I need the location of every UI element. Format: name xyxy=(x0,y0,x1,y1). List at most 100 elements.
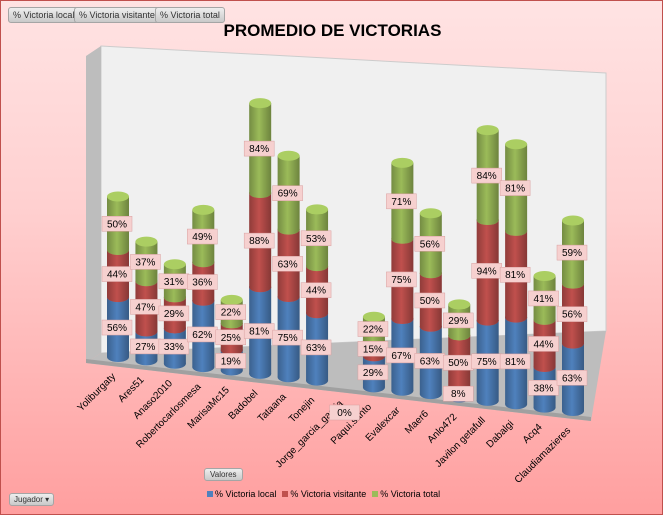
data-label: 81% xyxy=(505,184,525,195)
bar-segment-bottom xyxy=(107,245,129,255)
valores-button[interactable]: Valores xyxy=(204,468,243,481)
bar-segment-bottom xyxy=(249,368,272,379)
legend-item-total: % Victoria total xyxy=(372,489,440,499)
bar-segment-bottom xyxy=(163,358,186,369)
data-label: 75% xyxy=(278,333,298,344)
data-label: 56% xyxy=(107,323,127,334)
bar-segment-bottom xyxy=(562,406,584,416)
bar-segment-bottom xyxy=(192,362,215,373)
data-label-box xyxy=(528,290,559,307)
jugador-dropdown[interactable]: Jugador ▾ xyxy=(9,493,55,506)
bar-segment-bottom xyxy=(220,345,243,356)
bar-segment-bottom xyxy=(107,352,129,362)
data-label: 29% xyxy=(164,309,184,320)
legend-item-local: % Victoria local xyxy=(207,489,276,499)
data-label: 71% xyxy=(391,197,411,208)
data-label: 27% xyxy=(135,342,155,353)
bar-segment-bottom xyxy=(306,375,329,386)
bar-segment-bottom xyxy=(419,268,442,279)
bar-segment-top xyxy=(277,150,300,161)
x-tick-label: Claudiamazieres xyxy=(513,425,573,485)
data-label-box xyxy=(187,274,218,290)
data-label: 15% xyxy=(363,344,383,355)
data-label: 33% xyxy=(164,342,184,353)
bar-segment-top xyxy=(448,299,471,310)
bar-segment-top xyxy=(192,204,215,215)
data-label: 22% xyxy=(221,308,241,319)
data-label: 63% xyxy=(306,343,326,354)
bar-segment-top xyxy=(362,311,385,322)
bar-segment-bottom xyxy=(476,215,499,226)
bar-segment-bottom xyxy=(249,282,272,293)
bar-segment-bottom xyxy=(135,326,158,337)
bar-segment-top xyxy=(220,294,243,305)
data-label-box xyxy=(386,271,417,288)
data-label-box xyxy=(556,370,588,386)
bar-segment-bottom xyxy=(107,292,129,303)
data-label: 63% xyxy=(562,373,582,384)
data-label: 81% xyxy=(249,327,269,338)
bar-segment-bottom xyxy=(192,257,215,268)
data-label-box xyxy=(300,282,332,298)
bar-segment-bottom xyxy=(562,278,584,289)
bar-segment-top xyxy=(163,259,186,270)
data-label-box xyxy=(386,193,417,210)
bar-segment-bottom xyxy=(533,361,556,372)
data-label: 67% xyxy=(391,351,411,362)
data-label-box xyxy=(300,339,332,356)
bar-segment-bottom xyxy=(163,292,186,303)
data-label: 37% xyxy=(135,257,155,268)
bar-segment-top xyxy=(249,98,272,109)
data-label: 50% xyxy=(420,296,440,307)
data-label: 75% xyxy=(391,275,411,286)
data-label-box xyxy=(414,236,446,252)
data-label-box xyxy=(556,306,588,322)
data-label: 56% xyxy=(562,310,582,321)
bar-segment-top xyxy=(505,139,528,150)
data-label: 56% xyxy=(420,239,440,250)
bar-segment-bottom xyxy=(448,330,471,341)
data-label: 84% xyxy=(477,171,497,182)
data-label-box xyxy=(300,230,332,247)
data-label-box xyxy=(357,364,389,381)
data-label: 25% xyxy=(221,333,241,344)
jugador-label: Jugador xyxy=(14,495,43,504)
legend: % Victoria local % Victoria visitante % … xyxy=(207,489,440,499)
bar-segment-bottom xyxy=(277,292,300,302)
x-tick-label: Tataana xyxy=(256,391,289,424)
data-label-box xyxy=(158,338,190,355)
data-label-box xyxy=(243,232,275,249)
x-tick-label: Tonejin xyxy=(287,395,317,425)
data-label: 19% xyxy=(221,356,241,367)
data-label-box xyxy=(243,140,275,157)
bar-segment-top xyxy=(562,215,584,226)
bar-segment-bottom xyxy=(192,295,215,306)
bar-segment-bottom xyxy=(135,276,158,287)
data-label-box xyxy=(528,336,559,352)
bar-segment-bottom xyxy=(391,314,414,325)
bar-segment-bottom xyxy=(306,308,329,319)
bar-segment-top xyxy=(306,204,329,215)
data-label-box xyxy=(272,256,303,272)
field-button-total[interactable]: % Victoria total xyxy=(155,7,225,23)
data-label-box xyxy=(471,167,502,184)
data-label: 75% xyxy=(477,357,497,368)
bar-segment-bottom xyxy=(419,321,442,332)
bar-segment-bottom xyxy=(505,399,528,410)
data-label: 50% xyxy=(107,219,127,230)
data-label-box xyxy=(357,321,389,337)
bar-segment-bottom xyxy=(505,225,528,236)
chart-title: PROMEDIO DE VICTORIAS xyxy=(223,21,442,40)
x-tick-label: Dabalgi xyxy=(484,419,516,451)
bar-segment-bottom xyxy=(163,323,186,334)
x-tick-label: Acq4 xyxy=(521,422,545,446)
data-label-box xyxy=(443,385,474,402)
bar-segment-bottom xyxy=(362,382,385,393)
data-label: 84% xyxy=(249,144,269,155)
data-label-box xyxy=(101,216,133,232)
side-wall xyxy=(86,46,101,363)
x-tick-label: Yoliburgaty xyxy=(76,371,119,414)
data-label-box xyxy=(499,353,531,370)
data-label: 44% xyxy=(306,286,326,297)
